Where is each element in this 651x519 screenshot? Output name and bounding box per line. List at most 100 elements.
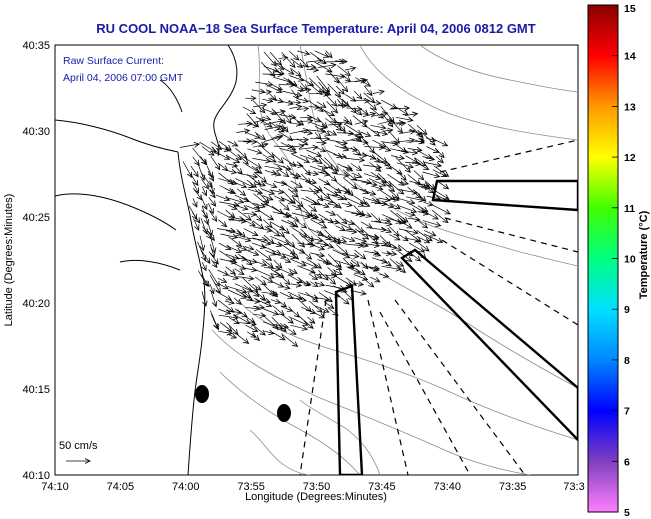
- current-vector: [378, 198, 391, 200]
- current-vector: [290, 324, 307, 329]
- current-vector: [244, 249, 259, 255]
- annotation-line-1: Raw Surface Current:: [63, 55, 164, 67]
- colorbar-ticks: 5 6 7 8 9 10 11 12 13 14 15: [612, 3, 636, 519]
- current-vector: [379, 189, 395, 200]
- current-vector: [218, 331, 232, 333]
- current-vector: [307, 60, 322, 62]
- current-vector: [193, 218, 198, 230]
- current-vector: [306, 149, 321, 156]
- current-vector: [290, 309, 300, 318]
- current-vector: [298, 282, 311, 285]
- annotation-line-2: April 04, 2006 07:00 GMT: [63, 72, 184, 84]
- current-vector: [354, 121, 368, 124]
- current-vector: [327, 83, 341, 97]
- current-vector: [381, 227, 391, 232]
- current-vector: [360, 202, 370, 206]
- current-vector: [271, 172, 281, 175]
- current-vector: [291, 89, 299, 99]
- colorbar-tick-label: 14: [624, 51, 636, 63]
- current-vector: [201, 209, 208, 218]
- current-vector: [431, 210, 448, 222]
- current-vector: [335, 85, 344, 94]
- current-vector: [236, 130, 249, 132]
- current-vector: [345, 277, 356, 286]
- current-vector: [350, 163, 362, 171]
- current-vector: [220, 148, 229, 151]
- current-vector: [317, 197, 334, 203]
- current-vector: [350, 259, 359, 266]
- current-vector: [336, 213, 347, 224]
- current-vector: [314, 185, 330, 199]
- current-vector: [350, 265, 365, 275]
- current-vector: [242, 277, 258, 292]
- colorbar-tick-label: 15: [624, 3, 636, 15]
- current-vector: [296, 108, 309, 109]
- colorbar-tick-label: 13: [624, 101, 636, 113]
- current-vector: [244, 247, 254, 250]
- current-vector: [308, 273, 317, 280]
- current-vector: [396, 162, 413, 168]
- current-vector: [353, 237, 367, 242]
- current-vector: [345, 94, 355, 101]
- current-vector: [287, 102, 301, 103]
- current-vector: [234, 308, 247, 317]
- current-vector: [251, 165, 262, 173]
- current-vector: [380, 220, 390, 221]
- current-vector: [281, 333, 298, 347]
- current-vector: [318, 106, 334, 116]
- current-vector: [372, 113, 387, 116]
- current-vector: [379, 202, 394, 207]
- current-vector: [362, 114, 375, 117]
- y-axis-ticks: 40:35 40:30 40:25 40:20 40:15 40:10: [22, 40, 50, 482]
- current-vector: [201, 291, 206, 307]
- current-vector: [341, 203, 352, 205]
- current-vector: [251, 242, 266, 248]
- current-vector: [254, 131, 266, 140]
- colorbar-tick-label: 5: [624, 507, 630, 519]
- current-vector: [336, 133, 353, 134]
- current-vector: [388, 180, 403, 194]
- current-vector: [246, 300, 260, 302]
- current-vector: [278, 101, 293, 104]
- current-vector: [352, 154, 367, 156]
- current-vector: [391, 156, 404, 159]
- current-vector: [290, 180, 302, 188]
- current-vector: [332, 249, 350, 258]
- current-vector: [254, 298, 272, 307]
- current-vector: [368, 178, 386, 186]
- current-vector: [209, 244, 214, 257]
- current-vector: [290, 258, 306, 266]
- current-vector: [200, 195, 207, 210]
- colorbar-label: Temperature (°C): [638, 210, 650, 299]
- current-vector: [371, 220, 392, 224]
- y-axis-label: Latitude (Degrees:Minutes): [3, 194, 15, 327]
- current-vector: [404, 114, 418, 116]
- current-vector: [279, 148, 297, 152]
- current-vector: [342, 244, 363, 246]
- x-axis-ticks: 74:10 74:05 74:00 73:55 73:50 73:45 73:40 73:35…: [41, 481, 584, 493]
- current-vector: [263, 182, 277, 187]
- current-vector: [253, 203, 265, 207]
- current-vector: [261, 117, 271, 120]
- current-vector: [346, 197, 363, 206]
- current-vector: [278, 301, 286, 306]
- current-vector: [381, 266, 401, 269]
- current-vector: [325, 50, 332, 58]
- current-vector: [343, 218, 354, 224]
- current-vector: [263, 267, 280, 269]
- current-vector: [370, 171, 386, 182]
- plot-area: [54, 44, 579, 476]
- current-vector: [299, 154, 318, 161]
- current-vector: [210, 180, 214, 194]
- current-vector: [218, 178, 237, 184]
- current-vector: [381, 214, 401, 223]
- current-vector: [273, 61, 284, 70]
- current-vector: [278, 57, 288, 58]
- current-vector: [219, 322, 232, 331]
- current-vector: [307, 238, 323, 241]
- current-vector: [395, 261, 404, 267]
- current-vector: [435, 156, 443, 162]
- current-vector: [325, 261, 341, 270]
- current-vector: [381, 130, 393, 131]
- current-vector: [237, 236, 251, 241]
